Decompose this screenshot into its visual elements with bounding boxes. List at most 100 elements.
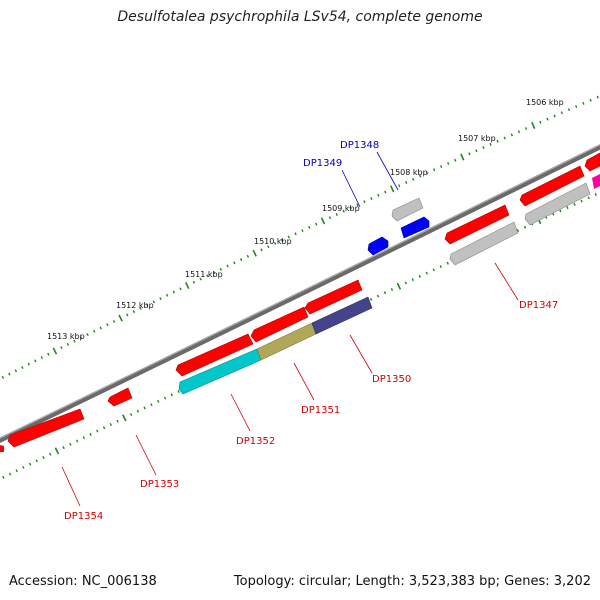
minor-tick bbox=[206, 274, 209, 278]
minor-tick bbox=[523, 225, 527, 229]
gene-arrow[interactable] bbox=[584, 152, 600, 172]
minor-tick bbox=[553, 114, 556, 118]
minor-tick bbox=[510, 133, 514, 137]
gene-arrow[interactable] bbox=[311, 296, 373, 335]
minor-tick bbox=[432, 268, 435, 272]
minor-tick bbox=[301, 229, 304, 233]
topology-text: Topology: circular; Length: 3,523,383 bp… bbox=[233, 574, 591, 589]
gene-arrow[interactable] bbox=[391, 197, 424, 222]
accession-text: Accession: NC_006138 bbox=[9, 574, 157, 589]
minor-tick bbox=[102, 426, 106, 430]
minor-tick bbox=[69, 442, 72, 446]
minor-tick bbox=[212, 271, 216, 275]
kbp-label-1509: 1509 kbp bbox=[322, 204, 360, 213]
minor-tick bbox=[587, 196, 590, 200]
gene-label-dp1348[interactable]: DP1348 bbox=[340, 140, 379, 151]
gene-arrow[interactable] bbox=[107, 387, 133, 407]
minor-tick bbox=[21, 365, 24, 369]
minor-tick bbox=[594, 193, 597, 197]
gene-label-dp1347[interactable]: DP1347 bbox=[519, 300, 558, 311]
gene-label-dp1354[interactable]: DP1354 bbox=[64, 511, 103, 522]
minor-tick bbox=[454, 158, 457, 162]
minor-tick bbox=[328, 216, 332, 220]
minor-tick bbox=[126, 313, 129, 317]
gene-arrow[interactable] bbox=[400, 216, 430, 239]
minor-tick bbox=[287, 235, 290, 239]
gene-arrow[interactable] bbox=[367, 236, 389, 256]
kbp-label-1510: 1510 kbp bbox=[254, 237, 292, 246]
kbp-label-1513: 1513 kbp bbox=[47, 332, 85, 341]
minor-tick bbox=[8, 372, 11, 376]
minor-tick bbox=[106, 323, 109, 327]
minor-tick bbox=[432, 168, 436, 172]
minor-tick bbox=[246, 254, 250, 258]
gene-arrow[interactable] bbox=[0, 445, 4, 452]
minor-tick bbox=[89, 432, 92, 436]
gene-arrow[interactable] bbox=[178, 348, 262, 395]
minor-tick bbox=[559, 209, 562, 213]
minor-tick bbox=[496, 139, 499, 143]
minor-tick bbox=[468, 152, 471, 156]
major-tick bbox=[184, 282, 190, 290]
minor-tick bbox=[27, 362, 31, 366]
minor-tick bbox=[75, 439, 79, 443]
minor-tick bbox=[517, 130, 521, 134]
gene-label-dp1351[interactable]: DP1351 bbox=[301, 405, 340, 416]
gene-arrow[interactable] bbox=[444, 204, 510, 245]
minor-tick bbox=[575, 105, 578, 109]
minor-tick bbox=[384, 190, 387, 194]
minor-tick bbox=[22, 465, 25, 469]
minor-tick bbox=[439, 265, 442, 269]
minor-tick bbox=[546, 117, 549, 121]
minor-tick bbox=[99, 326, 103, 330]
major-tick bbox=[320, 217, 326, 225]
minor-tick bbox=[73, 339, 76, 343]
gene-label-dp1350[interactable]: DP1350 bbox=[372, 374, 411, 385]
gene-arrow[interactable] bbox=[449, 221, 519, 266]
forward-strand-features bbox=[0, 152, 600, 452]
gene-arrow[interactable] bbox=[250, 306, 309, 343]
label-leaders bbox=[61, 151, 519, 507]
minor-tick bbox=[163, 396, 167, 400]
minor-tick bbox=[136, 409, 140, 413]
gene-label-dp1352[interactable]: DP1352 bbox=[236, 436, 275, 447]
major-tick bbox=[460, 153, 465, 161]
minor-tick bbox=[145, 303, 149, 307]
minor-tick bbox=[66, 342, 70, 346]
minor-tick bbox=[47, 352, 50, 356]
gene-arrow[interactable] bbox=[7, 408, 85, 448]
minor-tick bbox=[239, 258, 243, 262]
minor-tick bbox=[152, 300, 156, 304]
minor-tick bbox=[369, 297, 373, 301]
minor-tick bbox=[294, 232, 297, 236]
minor-tick bbox=[308, 225, 311, 229]
minor-tick bbox=[170, 393, 173, 397]
minor-tick bbox=[150, 403, 153, 407]
kbp-label-1508: 1508 kbp bbox=[390, 168, 428, 177]
minor-tick bbox=[411, 278, 415, 282]
minor-tick bbox=[370, 197, 373, 200]
minor-tick bbox=[524, 127, 528, 131]
gene-label-dp1349[interactable]: DP1349 bbox=[303, 158, 342, 169]
gene-arrow[interactable] bbox=[175, 333, 254, 377]
minor-tick bbox=[567, 108, 571, 112]
minor-tick bbox=[398, 184, 401, 188]
minor-tick bbox=[475, 149, 478, 153]
minor-tick bbox=[132, 310, 136, 314]
gene-arrow[interactable] bbox=[524, 182, 591, 226]
minor-tick bbox=[580, 199, 583, 203]
minor-tick bbox=[177, 390, 180, 393]
major-tick bbox=[122, 414, 127, 422]
gene-arrow[interactable] bbox=[592, 174, 600, 189]
gene-arrow[interactable] bbox=[304, 279, 363, 315]
minor-tick bbox=[143, 406, 146, 410]
kbp-label-1506: 1506 kbp bbox=[526, 98, 564, 107]
minor-tick bbox=[28, 462, 32, 466]
minor-tick bbox=[503, 136, 506, 140]
minor-tick bbox=[82, 436, 86, 440]
minor-tick bbox=[139, 306, 142, 310]
genome-backbone bbox=[0, 144, 600, 443]
minor-tick bbox=[446, 261, 449, 265]
gene-arrow[interactable] bbox=[519, 165, 585, 207]
gene-label-dp1353[interactable]: DP1353 bbox=[140, 479, 179, 490]
